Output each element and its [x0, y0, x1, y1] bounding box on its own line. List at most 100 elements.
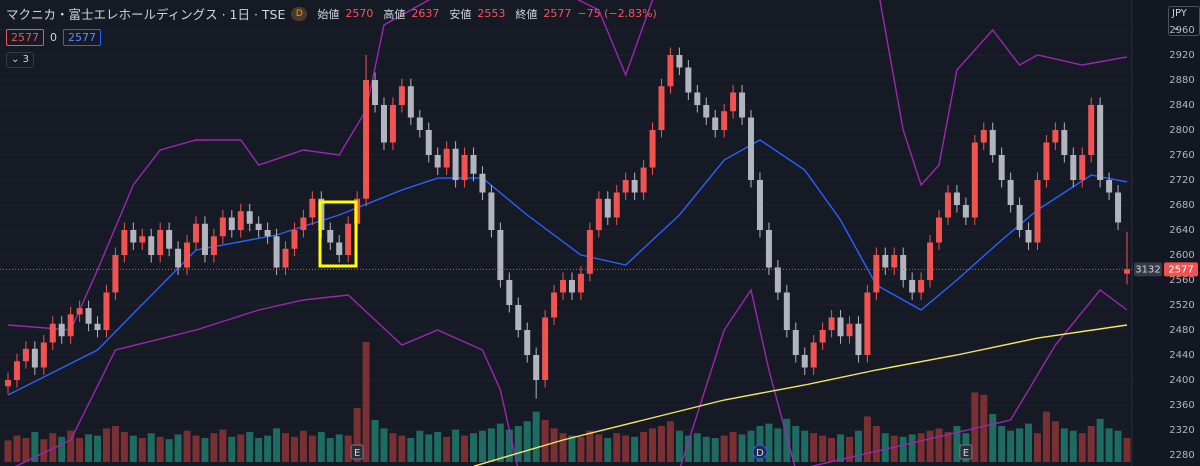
candle-body — [891, 255, 898, 268]
volume-bar — [425, 434, 433, 462]
candle-body — [398, 86, 405, 105]
volume-bar — [255, 438, 263, 462]
candle-body — [309, 198, 316, 218]
candle-body — [157, 230, 164, 255]
volume-bar — [711, 438, 719, 462]
candle-body — [434, 155, 441, 168]
volume-bar — [514, 426, 522, 462]
price-tag-bg — [1164, 262, 1198, 277]
volume-bar — [282, 433, 290, 462]
candle-body — [1061, 130, 1068, 155]
volume-bar — [308, 435, 316, 462]
candle-body — [568, 280, 575, 293]
volume-bar — [613, 433, 621, 462]
volume-bar — [649, 428, 657, 462]
candle-body — [1007, 180, 1014, 205]
volume-bar — [40, 439, 48, 462]
volume-bar — [586, 430, 594, 462]
volume-bar — [273, 428, 281, 462]
candle-body — [586, 230, 593, 274]
candle-body — [774, 267, 781, 293]
volume-bar — [908, 434, 916, 462]
candle-body — [121, 230, 128, 255]
volume-bar — [156, 436, 164, 462]
candle-body — [336, 242, 343, 255]
candle-body — [515, 305, 522, 330]
candle-body — [953, 192, 960, 205]
price-tag: 2577 — [1168, 264, 1193, 275]
candles — [5, 47, 1130, 399]
volume-bar — [353, 408, 361, 462]
candle-body — [345, 223, 352, 255]
event-marker — [350, 444, 364, 460]
y-tick-label: 2440 — [1169, 350, 1194, 361]
indicator-line — [14, 288, 1128, 466]
candle-body — [148, 236, 155, 255]
volume-bar — [640, 432, 648, 462]
candle-body — [13, 361, 20, 380]
candle-body — [58, 323, 65, 337]
volume-bar — [299, 430, 307, 462]
volume — [4, 342, 1131, 462]
volume-bar — [76, 438, 84, 462]
candle-body — [828, 317, 835, 330]
candle-body — [962, 205, 969, 218]
candle-body — [756, 180, 763, 230]
volume-bar — [604, 438, 612, 462]
volume-bar — [165, 439, 173, 462]
volume-bar — [192, 435, 200, 462]
volume-bar — [828, 438, 836, 462]
candle-body — [936, 217, 943, 243]
candle-body — [918, 280, 925, 293]
highlight-box — [318, 200, 358, 268]
candle-body — [631, 180, 638, 193]
candle-body — [971, 142, 978, 218]
candle-body — [1124, 269, 1130, 274]
volume-bar — [210, 433, 218, 462]
volume-bar — [201, 438, 209, 462]
candle-body — [685, 67, 692, 93]
volume-bar — [1016, 428, 1024, 462]
volume-bar — [237, 434, 245, 462]
y-tick-label: 2280 — [1169, 450, 1194, 461]
candle-body — [640, 167, 647, 193]
volume-bar — [1069, 430, 1077, 462]
volume-bar — [102, 428, 110, 462]
y-tick-label: 2520 — [1169, 300, 1194, 311]
volume-bar — [49, 433, 57, 462]
volume-bar — [890, 435, 898, 462]
candle-body — [461, 155, 468, 180]
candle-body — [291, 230, 298, 249]
volume-bar — [67, 430, 75, 462]
volume-bar — [398, 435, 406, 462]
indicator-value: 2577 — [63, 29, 101, 46]
candle-body — [560, 280, 567, 293]
volume-bar — [523, 421, 531, 462]
volume-bar — [58, 436, 66, 462]
y-tick-label: 2960 — [1169, 25, 1194, 36]
volume-bar — [935, 428, 943, 462]
candle-body — [139, 236, 146, 243]
indicator-value: 2577 — [6, 29, 44, 46]
candle-body — [542, 317, 549, 380]
volume-bar — [380, 428, 388, 462]
indicator-value: 0 — [50, 31, 57, 44]
y-tick-label: 2840 — [1169, 100, 1194, 111]
currency: JPY — [1172, 8, 1187, 19]
volume-bar — [31, 432, 39, 462]
y-tick-label: 2920 — [1169, 50, 1194, 61]
candle-body — [175, 248, 182, 268]
volume-bar — [1025, 423, 1033, 462]
collapse-button[interactable]: ⌄ 3 — [6, 52, 34, 68]
volume-bar — [595, 434, 603, 462]
volume-bar — [944, 432, 952, 462]
y-tick-label: 2480 — [1169, 325, 1194, 336]
candle-body — [873, 255, 880, 293]
volume-bar — [666, 421, 674, 462]
candle-body — [1043, 142, 1050, 180]
candle-body — [273, 236, 280, 268]
currency-button[interactable]: JPY ⌄ — [1168, 6, 1200, 36]
volume-bar — [129, 435, 137, 462]
volume-bar — [496, 423, 504, 462]
